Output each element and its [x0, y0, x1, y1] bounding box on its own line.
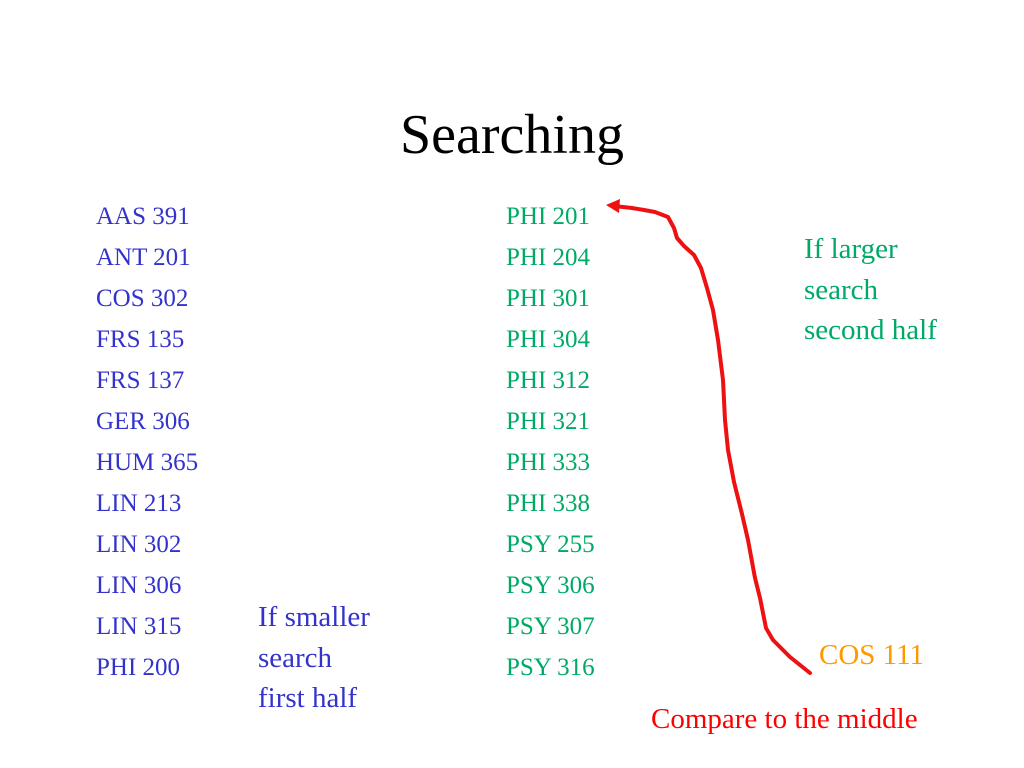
note-smaller-first-half: If smaller search first half: [258, 597, 370, 719]
compare-caption: Compare to the middle: [651, 703, 918, 735]
list-item: COS 302: [96, 285, 189, 312]
list-item: AAS 391: [96, 203, 190, 230]
note-line: search: [258, 641, 333, 674]
list-item: PHI 301: [506, 285, 591, 312]
list-item: FRS 137: [96, 367, 185, 394]
list-item: PHI 312: [506, 367, 591, 394]
list-item: PHI 338: [506, 490, 591, 517]
list-item: GER 306: [96, 408, 190, 435]
list-item: LIN 306: [96, 572, 182, 599]
list-item: PSY 307: [506, 613, 595, 640]
arrow-curve: [612, 204, 812, 675]
list-item: PHI 200: [96, 654, 181, 681]
list-item: PHI 333: [506, 449, 591, 476]
first-half-list: AAS 391 ANT 201 COS 302 FRS 135 FRS 137 …: [96, 196, 198, 688]
list-item: PHI 321: [506, 408, 591, 435]
slide-title: Searching: [400, 104, 624, 166]
list-item: PSY 316: [506, 654, 595, 681]
note-larger-second-half: If larger search second half: [804, 229, 937, 351]
list-item: PHI 201: [506, 203, 591, 230]
list-item: ANT 201: [96, 244, 191, 271]
list-item: HUM 365: [96, 449, 199, 476]
search-target: COS 111: [819, 639, 925, 671]
list-item: PSY 255: [506, 531, 595, 558]
note-line: search: [804, 273, 879, 306]
list-item: FRS 135: [96, 326, 185, 353]
list-item: PHI 204: [506, 244, 591, 271]
list-item: PSY 306: [506, 572, 595, 599]
second-half-list: PHI 201 PHI 204 PHI 301 PHI 304 PHI 312 …: [506, 196, 595, 688]
note-line: second half: [804, 314, 937, 346]
list-item: LIN 213: [96, 490, 182, 517]
arrow-head: [606, 199, 620, 213]
list-item: LIN 302: [96, 531, 182, 558]
list-item: LIN 315: [96, 613, 182, 640]
list-item: PHI 304: [506, 326, 591, 353]
note-line: If smaller: [258, 601, 370, 633]
note-line: If larger: [804, 233, 898, 265]
note-line: first half: [258, 682, 358, 714]
